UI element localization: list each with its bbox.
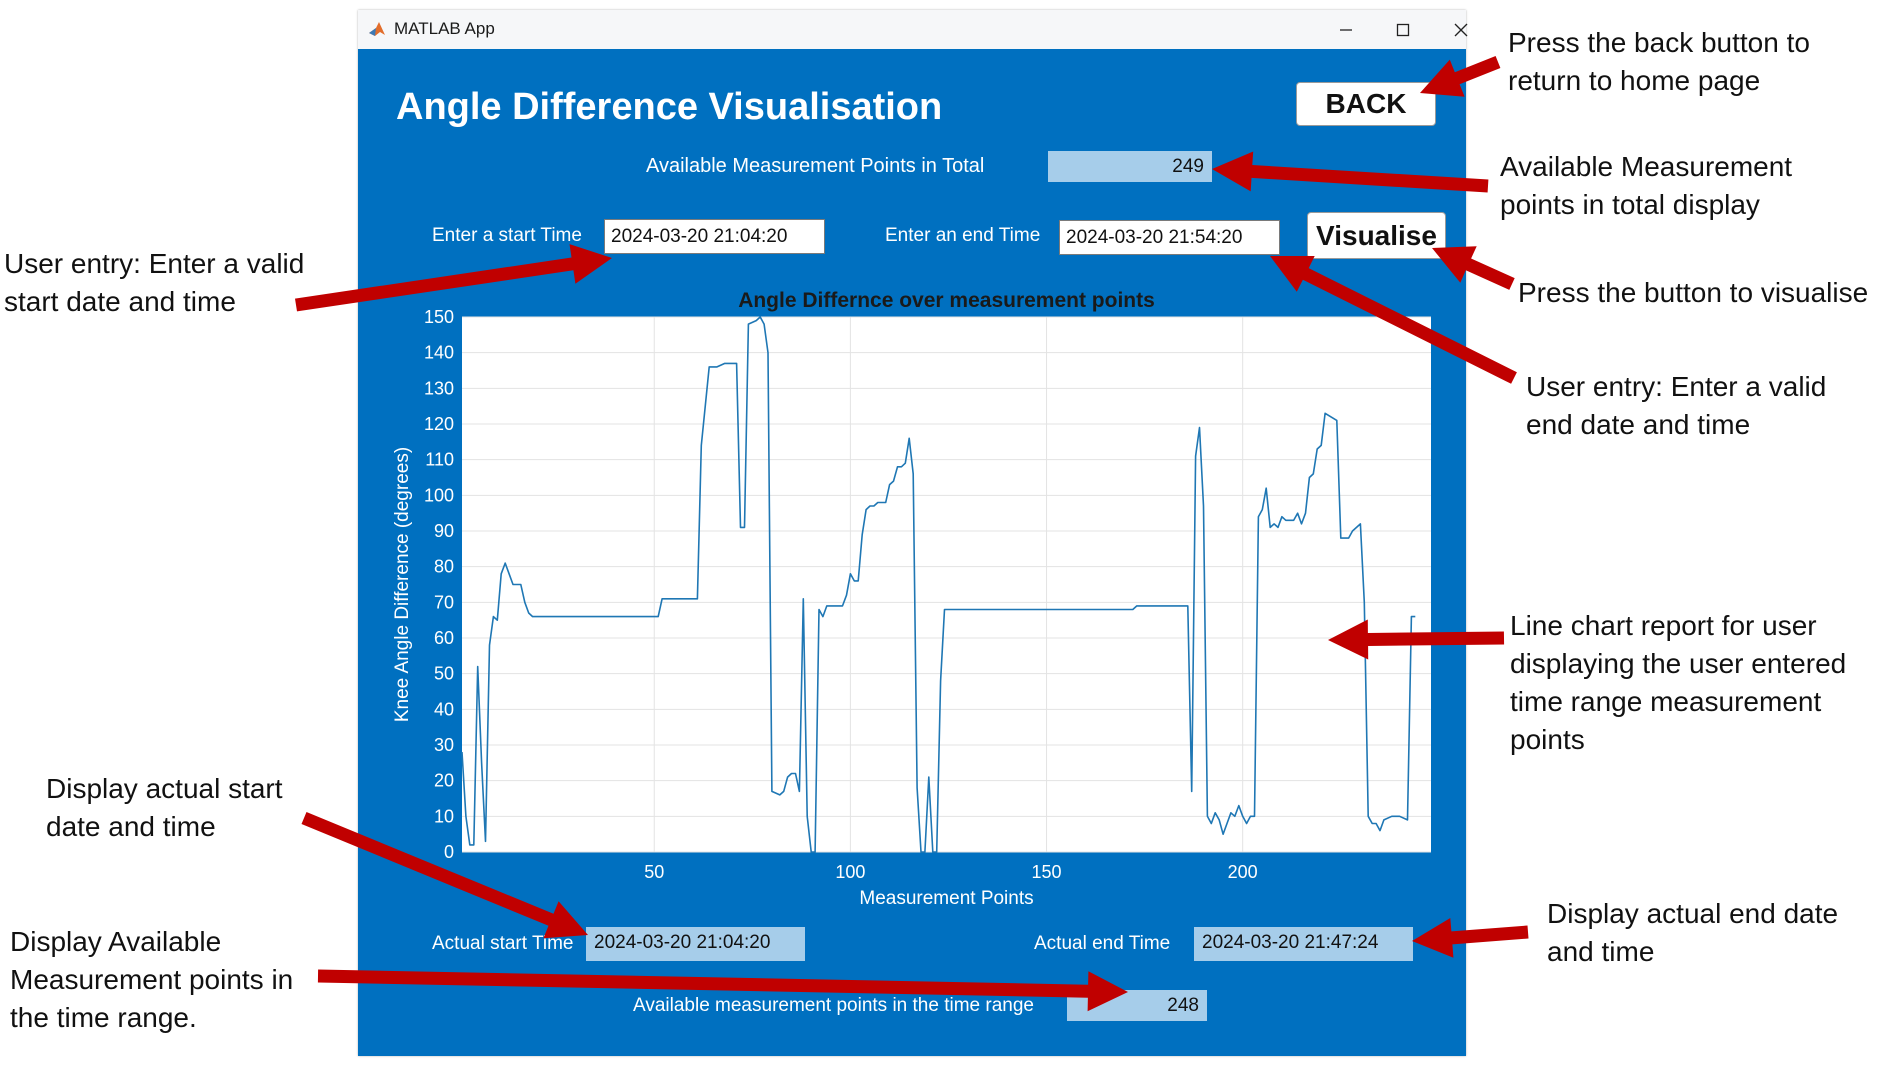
note-range-points: Display Available Measurement points in t… xyxy=(10,926,294,1033)
window-title: MATLAB App xyxy=(394,19,495,38)
y-tick-label: 40 xyxy=(434,699,454,719)
note-end-entry: User entry: Enter a valid end date and ti… xyxy=(1526,371,1827,440)
note-chart: Line chart report for user displaying the… xyxy=(1510,610,1847,755)
x-axis-label: Measurement Points xyxy=(859,888,1033,909)
chart-title: Angle Differnce over measurement points xyxy=(738,289,1155,312)
arrow-start-entry xyxy=(295,244,612,312)
back-button[interactable]: BACK xyxy=(1296,82,1436,126)
arrow-total-points xyxy=(1212,151,1489,193)
total-points-label: Available Measurement Points in Total xyxy=(646,155,985,177)
y-tick-label: 0 xyxy=(444,842,454,862)
note-actual-end: Display actual end date and time xyxy=(1547,898,1839,967)
end-time-input[interactable] xyxy=(1059,220,1280,255)
x-tick-label: 150 xyxy=(1032,862,1062,882)
arrow-range-points xyxy=(317,969,1128,1012)
y-tick-label: 120 xyxy=(424,414,454,434)
y-axis-label: Knee Angle Difference (degrees) xyxy=(392,447,413,722)
y-tick-label: 70 xyxy=(434,592,454,612)
note-back: Press the back button to return to home p… xyxy=(1508,27,1810,96)
arrow-end-entry xyxy=(1270,256,1517,384)
note-start-entry: User entry: Enter a valid start date and … xyxy=(4,248,305,317)
x-tick-label: 50 xyxy=(644,862,664,882)
start-time-label: Enter a start Time xyxy=(432,225,582,246)
actual-end-label: Actual end Time xyxy=(1034,933,1171,954)
note-total-points: Available Measurement points in total dis… xyxy=(1500,151,1793,220)
y-tick-label: 30 xyxy=(434,735,454,755)
minimize-icon[interactable] xyxy=(1316,10,1376,49)
start-time-input[interactable] xyxy=(604,219,825,254)
y-tick-label: 90 xyxy=(434,521,454,541)
plot-area xyxy=(462,317,1431,852)
arrow-back xyxy=(1420,56,1501,97)
total-points-field: 249 xyxy=(1048,151,1212,182)
close-icon[interactable] xyxy=(1431,10,1491,49)
end-time-label: Enter an end Time xyxy=(885,225,1041,246)
arrow-actual-end xyxy=(1412,918,1529,958)
y-tick-label: 50 xyxy=(434,664,454,684)
series-line xyxy=(461,316,1416,853)
y-tick-label: 140 xyxy=(424,343,454,363)
y-tick-label: 10 xyxy=(434,806,454,826)
maximize-icon[interactable] xyxy=(1373,10,1433,49)
y-tick-label: 60 xyxy=(434,628,454,648)
actual-start-field: 2024-03-20 21:04:20 xyxy=(586,927,805,961)
note-actual-start: Display actual start date and time xyxy=(46,773,283,842)
y-tick-label: 100 xyxy=(424,485,454,505)
note-visualise: Press the button to visualise xyxy=(1518,277,1869,308)
arrow-chart xyxy=(1328,619,1505,660)
actual-end-field: 2024-03-20 21:47:24 xyxy=(1194,927,1413,961)
title-bar: MATLAB App xyxy=(358,10,1468,49)
y-tick-label: 110 xyxy=(425,450,454,470)
y-tick-label: 150 xyxy=(424,307,454,327)
x-tick-label: 100 xyxy=(835,862,865,882)
y-tick-label: 80 xyxy=(434,557,454,577)
matlab-logo-icon xyxy=(369,22,385,36)
actual-start-label: Actual start Time xyxy=(432,933,574,954)
arrow-visualise xyxy=(1432,246,1515,290)
y-tick-label: 20 xyxy=(434,771,454,791)
x-tick-label: 200 xyxy=(1228,862,1258,882)
page-title: Angle Difference Visualisation xyxy=(396,86,943,128)
y-tick-label: 130 xyxy=(424,378,454,398)
range-points-label: Available measurement points in the time… xyxy=(633,995,1034,1016)
arrow-actual-start xyxy=(301,812,588,939)
visualise-button[interactable]: Visualise xyxy=(1307,212,1446,259)
